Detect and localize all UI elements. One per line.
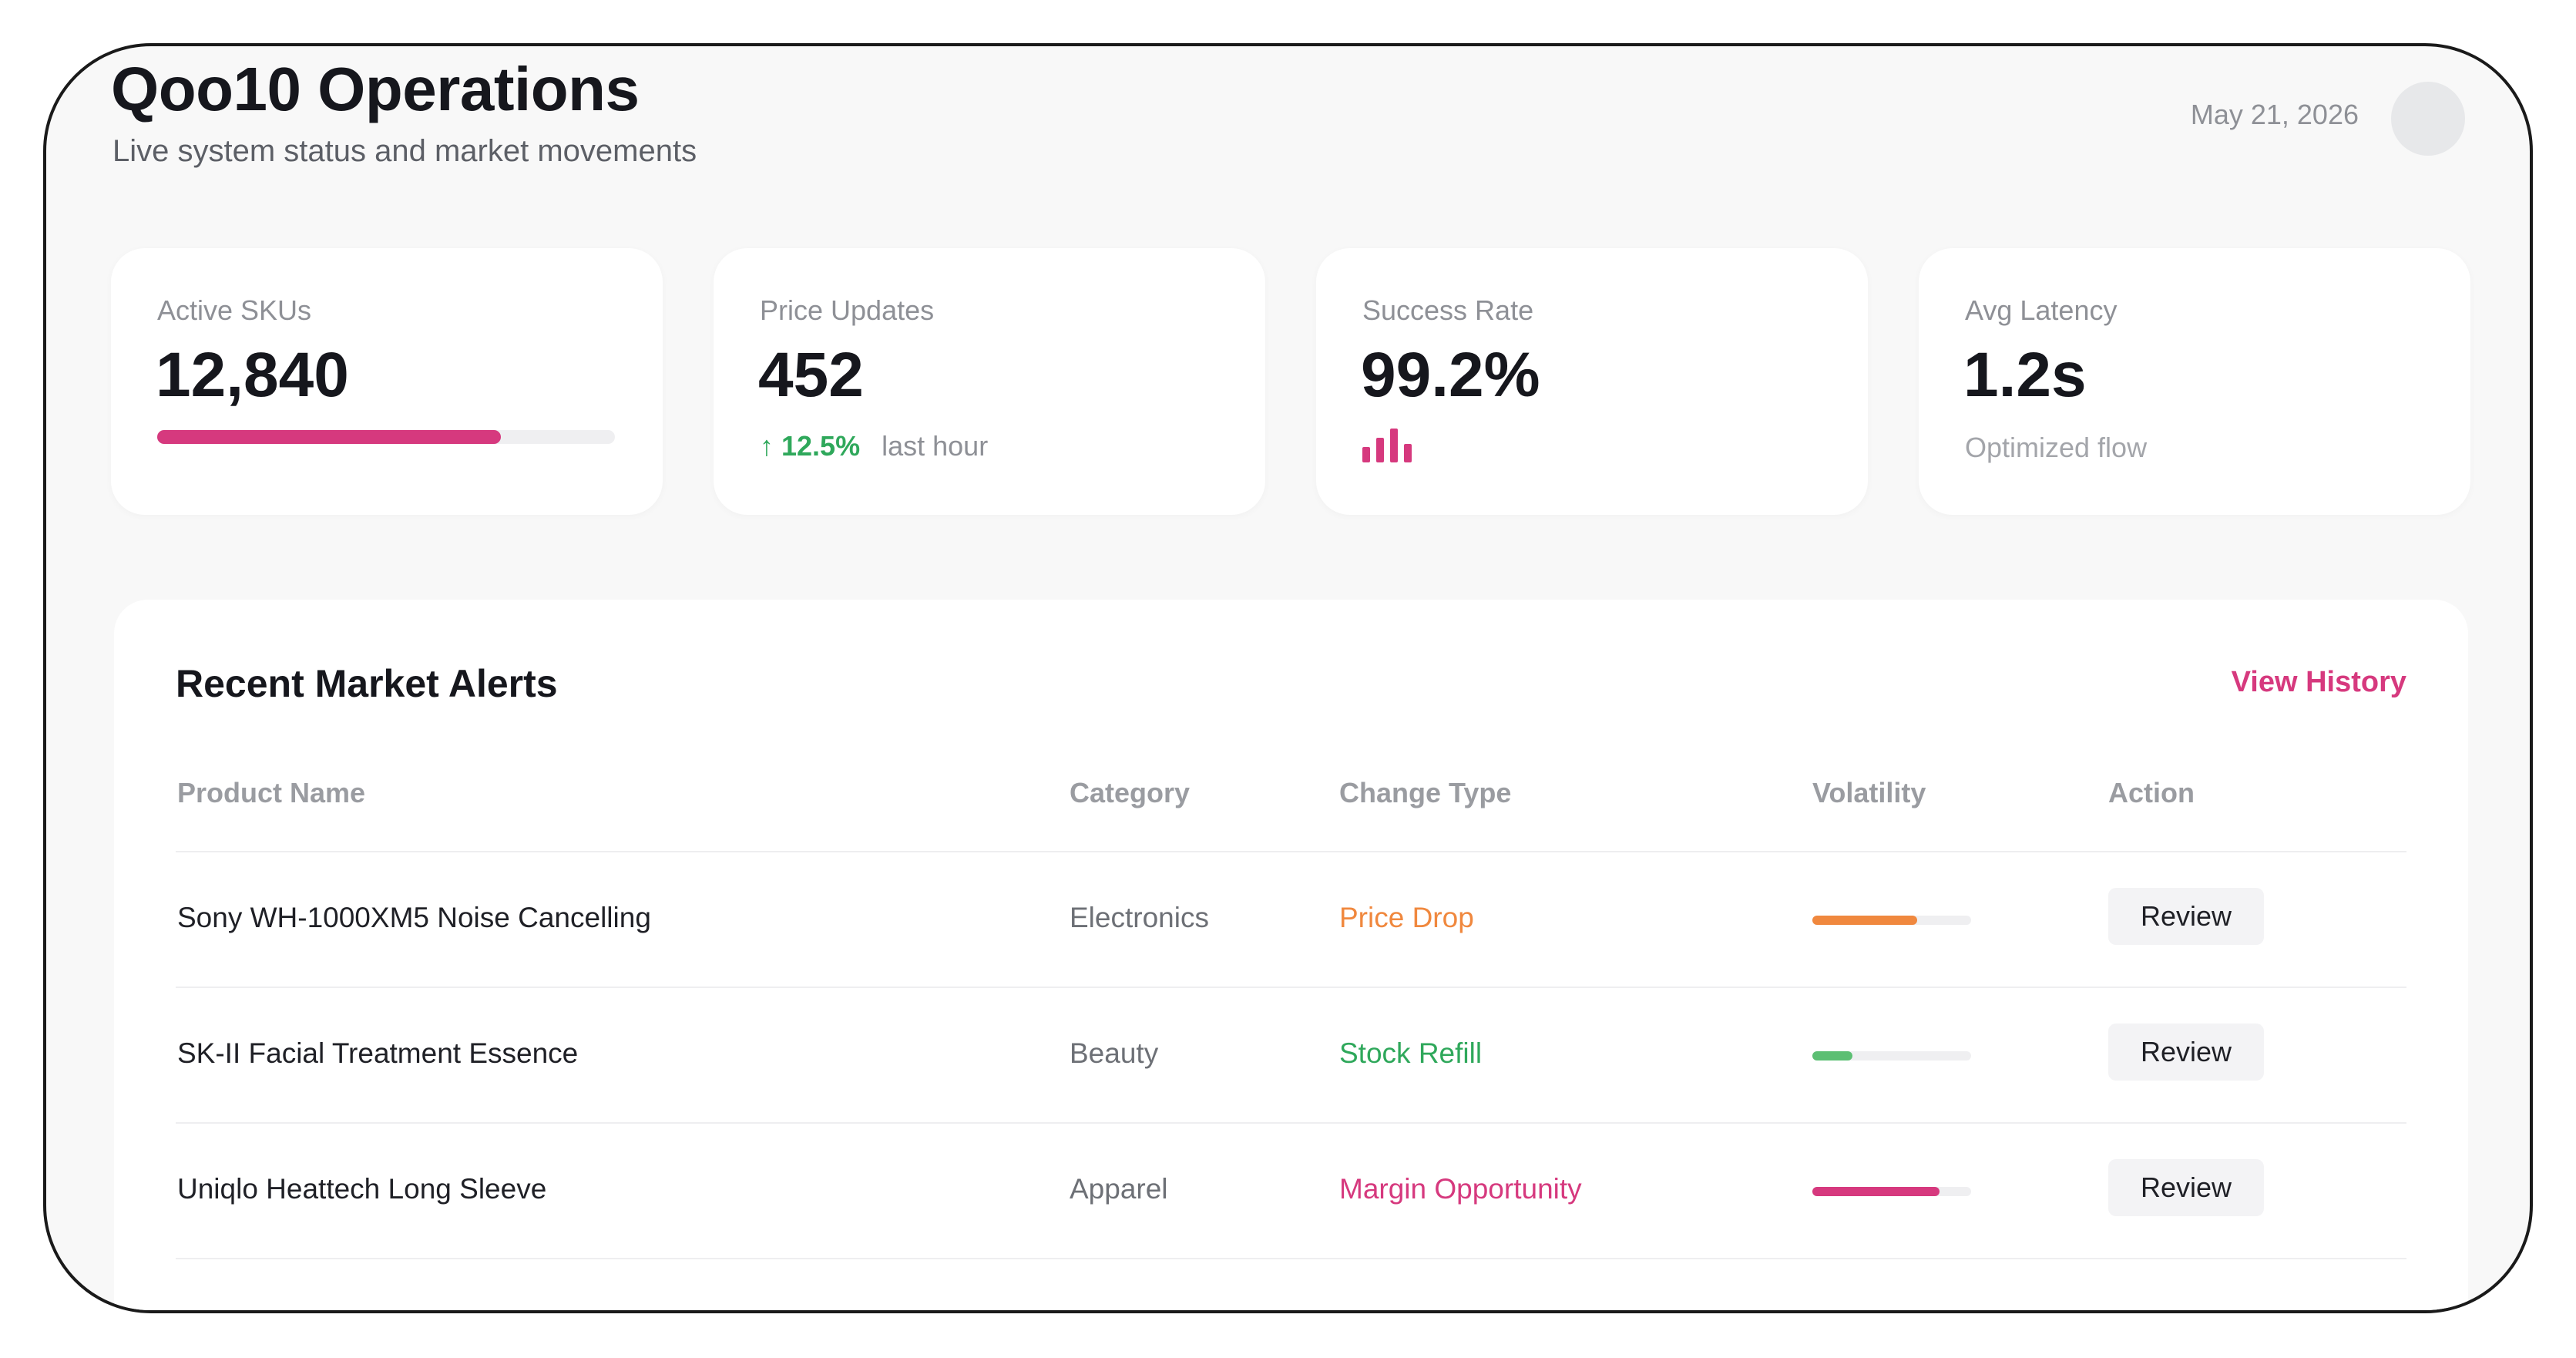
page-header: Qoo10 Operations Live system status and … [111,54,2465,208]
stat-label: Success Rate [1362,294,1534,326]
stat-value: 452 [758,340,864,410]
bar-chart-icon [1362,429,1424,462]
category: Apparel [1070,1173,1168,1205]
stat-card-avg-latency: Avg Latency 1.2s Optimized flow [1919,248,2470,515]
table-row[interactable]: Sony WH-1000XM5 Noise Cancelling Electro… [176,852,2406,988]
column-header-change-type[interactable]: Change Type [1339,777,1512,808]
sku-progress-bar [157,430,615,444]
stat-value: 1.2s [1963,340,2087,410]
stat-card-price-updates: Price Updates 452 ↑ 12.5% last hour [714,248,1265,515]
stat-card-success-rate: Success Rate 99.2% [1316,248,1868,515]
dashboard-window: Qoo10 Operations Live system status and … [43,43,2533,1313]
sku-progress-fill [157,430,501,444]
stat-label: Avg Latency [1965,294,2118,326]
category: Electronics [1070,902,1209,933]
volatility-bar [1812,916,1971,925]
stat-value: 12,840 [156,340,349,410]
view-history-link[interactable]: View History [2231,666,2406,698]
stat-card-active-skus: Active SKUs 12,840 [111,248,663,515]
stat-label: Price Updates [760,294,935,326]
review-button[interactable]: Review [2108,1159,2264,1216]
category: Beauty [1070,1037,1159,1069]
arrow-up-icon: ↑ [760,430,774,462]
table-row[interactable]: SK-II Facial Treatment Essence Beauty St… [176,988,2406,1124]
stat-value: 99.2% [1361,340,1540,410]
mini-bar [1362,447,1370,462]
column-header-category[interactable]: Category [1070,777,1191,808]
table-header: Product Name Category Change Type Volati… [176,754,2406,852]
volatility-fill [1812,1187,1940,1196]
mini-bar [1376,438,1384,462]
avatar[interactable] [2391,82,2465,156]
column-header-action: Action [2108,777,2195,808]
column-header-product[interactable]: Product Name [177,777,366,808]
stat-label: Active SKUs [157,294,312,326]
change-type: Stock Refill [1339,1037,1483,1069]
product-name: Sony WH-1000XM5 Noise Cancelling [177,902,651,933]
mini-bar [1404,443,1412,462]
change-type: Price Drop [1339,902,1474,933]
volatility-bar [1812,1051,1971,1061]
market-alerts-panel: Recent Market Alerts View History Produc… [114,600,2468,1310]
product-name: SK-II Facial Treatment Essence [177,1037,579,1069]
page-title: Qoo10 Operations [111,55,640,123]
stat-note: Optimized flow [1965,432,2148,463]
trend-caption: last hour [882,430,989,462]
volatility-fill [1812,1051,1852,1061]
volatility-bar [1812,1187,1971,1196]
column-header-volatility[interactable]: Volatility [1812,777,1926,808]
current-date: May 21, 2026 [2190,99,2359,130]
mini-bar [1390,429,1398,462]
review-button[interactable]: Review [2108,1024,2264,1081]
trend-value: 12.5% [781,430,861,462]
trend-indicator: ↑ 12.5% last hour [760,430,988,462]
review-button[interactable]: Review [2108,888,2264,945]
table-row[interactable]: Uniqlo Heattech Long Sleeve Apparel Marg… [176,1124,2406,1259]
product-name: Uniqlo Heattech Long Sleeve [177,1173,547,1205]
volatility-fill [1812,916,1917,925]
page-subtitle: Live system status and market movements [113,134,697,168]
change-type: Margin Opportunity [1339,1173,1582,1205]
panel-title: Recent Market Alerts [176,662,558,705]
alerts-table: Product Name Category Change Type Volati… [176,754,2406,1259]
